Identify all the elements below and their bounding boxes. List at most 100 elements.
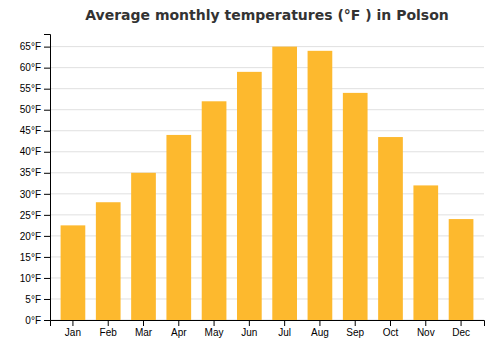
bar	[237, 72, 262, 320]
chart: 0°F 5°F 10°F 15°F 20°F 25°F 30°F 35°F 40°F 45°F 50…	[0, 0, 500, 350]
y-tick: 0°F	[25, 315, 50, 326]
x-tick-label: Sep	[346, 327, 364, 338]
y-tick-label: 35°F	[20, 167, 41, 178]
x-tick-label: Feb	[100, 327, 118, 338]
y-tick-label: 65°F	[20, 41, 41, 52]
grid-line	[50, 67, 484, 68]
bar	[308, 51, 333, 320]
y-tick: 25°F	[20, 210, 50, 221]
grid-line	[50, 109, 484, 110]
x-tick: Mar	[135, 320, 153, 338]
y-tick-label: 10°F	[20, 273, 41, 284]
x-tick-mark	[108, 320, 109, 326]
x-axis: Jan Feb Mar Apr May Jun Jul Aug Sep Oct Nov Dec	[51, 320, 485, 338]
y-tick: 65°F	[20, 41, 50, 52]
x-tick-label: Mar	[135, 327, 153, 338]
x-tick: Feb	[100, 320, 118, 338]
y-tick-label: 50°F	[20, 104, 41, 115]
y-tick: 30°F	[20, 189, 50, 200]
bar	[413, 185, 438, 320]
bar	[343, 93, 368, 320]
x-tick-mark	[284, 320, 285, 326]
y-tick: 40°F	[20, 146, 50, 157]
y-tick-mark	[44, 215, 50, 216]
y-tick-mark	[44, 320, 50, 321]
y-tick: 10°F	[20, 273, 50, 284]
x-tick-mark	[143, 320, 144, 326]
grid-line	[50, 151, 484, 152]
y-tick: 60°F	[20, 62, 50, 73]
y-tick-mark	[44, 152, 50, 153]
y-tick-mark	[44, 47, 50, 48]
x-tick-mark	[249, 320, 250, 326]
x-tick: Sep	[346, 320, 364, 338]
x-tick: Oct	[383, 320, 399, 338]
y-tick: 5°F	[25, 294, 50, 305]
y-tick: 15°F	[20, 252, 50, 263]
y-axis: 0°F 5°F 10°F 15°F 20°F 25°F 30°F 35°F 40°F 45°F 50…	[20, 35, 51, 326]
y-tick-mark	[44, 278, 50, 279]
x-tick-mark	[390, 320, 391, 326]
y-tick-mark	[44, 257, 50, 258]
bar	[131, 173, 156, 320]
y-tick-label: 15°F	[20, 252, 41, 263]
x-tick-label: Jun	[241, 327, 257, 338]
y-tick-label: 30°F	[20, 189, 41, 200]
x-tick-mark	[319, 320, 320, 326]
y-tick: 55°F	[20, 83, 50, 94]
y-tick: 35°F	[20, 167, 50, 178]
grid-line	[50, 130, 484, 131]
x-tick: Dec	[452, 320, 470, 338]
y-tick-label: 0°F	[25, 315, 41, 326]
y-tick-mark	[44, 89, 50, 90]
x-tick: Aug	[311, 320, 329, 338]
x-tick-label: May	[205, 327, 224, 338]
grid	[50, 47, 484, 320]
bar	[378, 137, 403, 320]
y-tick-label: 45°F	[20, 125, 41, 136]
grid-line	[50, 172, 484, 173]
title: Average monthly temperatures (°F ) in Po…	[85, 7, 449, 23]
bar	[166, 135, 191, 320]
y-tick: 45°F	[20, 125, 50, 136]
x-tick-label: Aug	[311, 327, 329, 338]
bar	[202, 101, 227, 320]
grid-line	[50, 46, 484, 47]
x-tick-label: Apr	[171, 327, 187, 338]
x-axis-line	[51, 321, 485, 327]
y-tick: 50°F	[20, 104, 50, 115]
bars	[61, 47, 474, 320]
x-tick: May	[205, 320, 224, 338]
x-tick: Apr	[171, 320, 187, 338]
bar	[272, 47, 297, 320]
y-tick-label: 55°F	[20, 83, 41, 94]
y-axis-line	[44, 35, 51, 321]
bar	[449, 219, 474, 320]
x-tick-mark	[214, 320, 215, 326]
y-tick-label: 60°F	[20, 62, 41, 73]
x-tick-label: Nov	[417, 327, 435, 338]
plot: 0°F 5°F 10°F 15°F 20°F 25°F 30°F 35°F 40°F 45°F 50…	[20, 35, 485, 339]
x-tick-mark	[72, 320, 73, 326]
x-tick-mark	[461, 320, 462, 326]
x-tick: Jan	[65, 320, 81, 338]
x-tick-mark	[355, 320, 356, 326]
x-tick: Jun	[241, 320, 257, 338]
x-tick-label: Jul	[278, 327, 291, 338]
y-tick-mark	[44, 110, 50, 111]
grid-line	[50, 88, 484, 89]
y-tick-mark	[44, 131, 50, 132]
x-tick: Jul	[278, 320, 291, 338]
bar	[61, 225, 86, 320]
y-tick-label: 5°F	[25, 294, 41, 305]
y-tick-mark	[44, 68, 50, 69]
y-tick-label: 25°F	[20, 210, 41, 221]
y-tick-label: 20°F	[20, 231, 41, 242]
x-tick-label: Jan	[65, 327, 81, 338]
y-tick-mark	[44, 194, 50, 195]
y-tick: 20°F	[20, 231, 50, 242]
x-tick-mark	[178, 320, 179, 326]
y-tick-mark	[44, 299, 50, 300]
x-tick: Nov	[417, 320, 435, 338]
x-tick-label: Dec	[452, 327, 470, 338]
